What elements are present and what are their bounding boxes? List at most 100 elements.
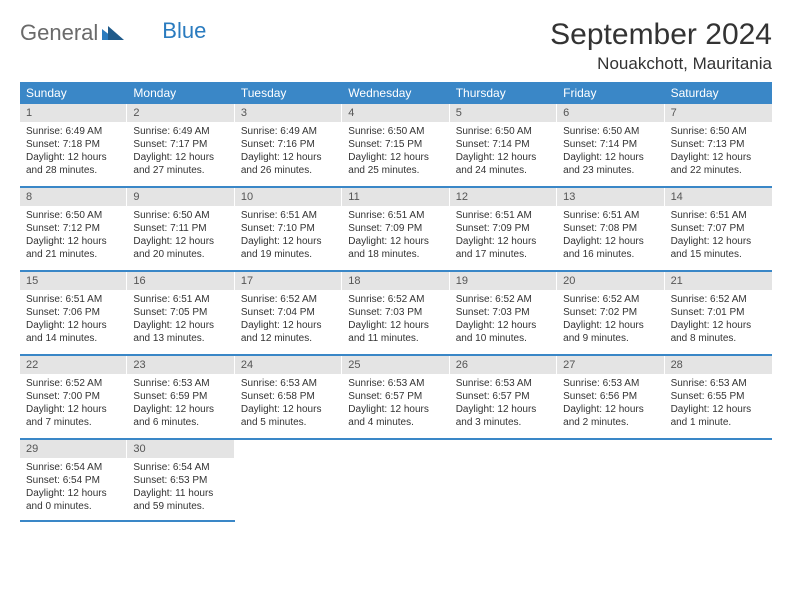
day-content: Sunrise: 6:51 AMSunset: 7:07 PMDaylight:… <box>665 206 772 267</box>
sunrise-text: Sunrise: 6:52 AM <box>26 377 121 390</box>
day-cell: 13 Sunrise: 6:51 AMSunset: 7:08 PMDayligh… <box>557 188 664 270</box>
day-content: Sunrise: 6:53 AMSunset: 6:55 PMDaylight:… <box>665 374 772 435</box>
day-cell: 15Sunrise: 6:51 AMSunset: 7:06 PMDayligh… <box>20 272 127 354</box>
day-content: Sunrise: 6:53 AMSunset: 6:57 PMDaylight:… <box>450 374 557 435</box>
daylight-text: Daylight: 12 hours and 11 minutes. <box>348 319 443 345</box>
daylight-text: Daylight: 12 hours and 1 minute. <box>671 403 766 429</box>
day-cell: 22Sunrise: 6:52 AMSunset: 7:00 PMDayligh… <box>20 356 127 438</box>
sunset-text: Sunset: 7:05 PM <box>133 306 228 319</box>
day-content: Sunrise: 6:52 AMSunset: 7:03 PMDaylight:… <box>342 290 449 351</box>
day-number: 7 <box>665 104 772 122</box>
daylight-text: Daylight: 12 hours and 20 minutes. <box>133 235 228 261</box>
day-cell: 23Sunrise: 6:53 AMSunset: 6:59 PMDayligh… <box>127 356 234 438</box>
weekday-header: Monday <box>127 82 234 104</box>
day-cell: 8Sunrise: 6:50 AMSunset: 7:12 PMDaylight… <box>20 188 127 270</box>
daylight-text: Daylight: 12 hours and 21 minutes. <box>26 235 121 261</box>
sunset-text: Sunset: 7:13 PM <box>671 138 766 151</box>
day-number: 5 <box>450 104 557 122</box>
day-number: 26 <box>450 356 557 374</box>
weekday-header: Friday <box>557 82 664 104</box>
day-content: Sunrise: 6:50 AMSunset: 7:12 PMDaylight:… <box>20 206 127 267</box>
empty-cell <box>665 440 772 522</box>
day-number: 29 <box>20 440 127 458</box>
day-number: 6 <box>557 104 664 122</box>
day-number: 28 <box>665 356 772 374</box>
sunset-text: Sunset: 7:09 PM <box>348 222 443 235</box>
empty-cell <box>557 440 664 522</box>
weeks-container: 1Sunrise: 6:49 AMSunset: 7:18 PMDaylight… <box>20 104 772 522</box>
sunset-text: Sunset: 7:01 PM <box>671 306 766 319</box>
weekday-header: Thursday <box>450 82 557 104</box>
day-number: 12 <box>450 188 557 206</box>
day-cell: 10Sunrise: 6:51 AMSunset: 7:10 PMDayligh… <box>235 188 342 270</box>
day-content: Sunrise: 6:54 AMSunset: 6:54 PMDaylight:… <box>20 458 127 519</box>
sunrise-text: Sunrise: 6:52 AM <box>671 293 766 306</box>
sunset-text: Sunset: 7:03 PM <box>456 306 551 319</box>
sunset-text: Sunset: 7:11 PM <box>133 222 228 235</box>
sunset-text: Sunset: 6:57 PM <box>348 390 443 403</box>
week-row: 22Sunrise: 6:52 AMSunset: 7:00 PMDayligh… <box>20 356 772 440</box>
day-cell: 4Sunrise: 6:50 AMSunset: 7:15 PMDaylight… <box>342 104 449 186</box>
sunset-text: Sunset: 6:57 PM <box>456 390 551 403</box>
sunset-text: Sunset: 6:55 PM <box>671 390 766 403</box>
empty-cell <box>342 440 449 522</box>
day-cell: 25Sunrise: 6:53 AMSunset: 6:57 PMDayligh… <box>342 356 449 438</box>
day-cell: 2Sunrise: 6:49 AMSunset: 7:17 PMDaylight… <box>127 104 234 186</box>
day-cell: 12Sunrise: 6:51 AMSunset: 7:09 PMDayligh… <box>450 188 557 270</box>
day-number: 13 <box>557 188 664 206</box>
daylight-text: Daylight: 12 hours and 9 minutes. <box>563 319 658 345</box>
day-cell: 18Sunrise: 6:52 AMSunset: 7:03 PMDayligh… <box>342 272 449 354</box>
daylight-text: Daylight: 12 hours and 14 minutes. <box>26 319 121 345</box>
day-content: Sunrise: 6:53 AMSunset: 6:58 PMDaylight:… <box>235 374 342 435</box>
sunset-text: Sunset: 7:08 PM <box>563 222 658 235</box>
week-row: 8Sunrise: 6:50 AMSunset: 7:12 PMDaylight… <box>20 188 772 272</box>
daylight-text: Daylight: 12 hours and 4 minutes. <box>348 403 443 429</box>
brand-part1: General <box>20 20 98 46</box>
day-cell: 27Sunrise: 6:53 AMSunset: 6:56 PMDayligh… <box>557 356 664 438</box>
empty-cell <box>450 440 557 522</box>
weekday-header-row: Sunday Monday Tuesday Wednesday Thursday… <box>20 82 772 104</box>
day-number: 19 <box>450 272 557 290</box>
daylight-text: Daylight: 12 hours and 16 minutes. <box>563 235 658 261</box>
weekday-header: Tuesday <box>235 82 342 104</box>
sunrise-text: Sunrise: 6:53 AM <box>133 377 228 390</box>
day-number: 17 <box>235 272 342 290</box>
day-cell: 9Sunrise: 6:50 AMSunset: 7:11 PMDaylight… <box>127 188 234 270</box>
day-number: 4 <box>342 104 449 122</box>
sunrise-text: Sunrise: 6:51 AM <box>26 293 121 306</box>
sunset-text: Sunset: 7:14 PM <box>456 138 551 151</box>
logo-triangle-icon <box>102 20 124 46</box>
day-content: Sunrise: 6:51 AMSunset: 7:06 PMDaylight:… <box>20 290 127 351</box>
brand-logo: General Blue <box>20 18 206 46</box>
day-cell: 26Sunrise: 6:53 AMSunset: 6:57 PMDayligh… <box>450 356 557 438</box>
day-content: Sunrise: 6:51 AMSunset: 7:10 PMDaylight:… <box>235 206 342 267</box>
day-cell: 1Sunrise: 6:49 AMSunset: 7:18 PMDaylight… <box>20 104 127 186</box>
sunrise-text: Sunrise: 6:50 AM <box>456 125 551 138</box>
day-number: 18 <box>342 272 449 290</box>
day-content: Sunrise: 6:50 AMSunset: 7:13 PMDaylight:… <box>665 122 772 183</box>
day-cell: 24Sunrise: 6:53 AMSunset: 6:58 PMDayligh… <box>235 356 342 438</box>
day-number: 10 <box>235 188 342 206</box>
daylight-text: Daylight: 12 hours and 26 minutes. <box>241 151 336 177</box>
daylight-text: Daylight: 12 hours and 25 minutes. <box>348 151 443 177</box>
sunset-text: Sunset: 7:17 PM <box>133 138 228 151</box>
title-block: September 2024 Nouakchott, Mauritania <box>550 18 772 74</box>
day-number: 11 <box>342 188 449 206</box>
daylight-text: Daylight: 12 hours and 17 minutes. <box>456 235 551 261</box>
weekday-header: Sunday <box>20 82 127 104</box>
sunrise-text: Sunrise: 6:51 AM <box>563 209 658 222</box>
sunrise-text: Sunrise: 6:51 AM <box>241 209 336 222</box>
day-number: 25 <box>342 356 449 374</box>
daylight-text: Daylight: 12 hours and 5 minutes. <box>241 403 336 429</box>
day-cell: 7Sunrise: 6:50 AMSunset: 7:13 PMDaylight… <box>665 104 772 186</box>
day-content: Sunrise: 6:49 AMSunset: 7:17 PMDaylight:… <box>127 122 234 183</box>
sunset-text: Sunset: 7:14 PM <box>563 138 658 151</box>
day-cell: 14Sunrise: 6:51 AMSunset: 7:07 PMDayligh… <box>665 188 772 270</box>
empty-cell <box>235 440 342 522</box>
day-number: 21 <box>665 272 772 290</box>
day-content: Sunrise: 6:52 AMSunset: 7:02 PMDaylight:… <box>557 290 664 351</box>
daylight-text: Daylight: 12 hours and 0 minutes. <box>26 487 121 513</box>
day-cell: 6Sunrise: 6:50 AMSunset: 7:14 PMDaylight… <box>557 104 664 186</box>
sunrise-text: Sunrise: 6:49 AM <box>26 125 121 138</box>
day-content: Sunrise: 6:52 AMSunset: 7:00 PMDaylight:… <box>20 374 127 435</box>
